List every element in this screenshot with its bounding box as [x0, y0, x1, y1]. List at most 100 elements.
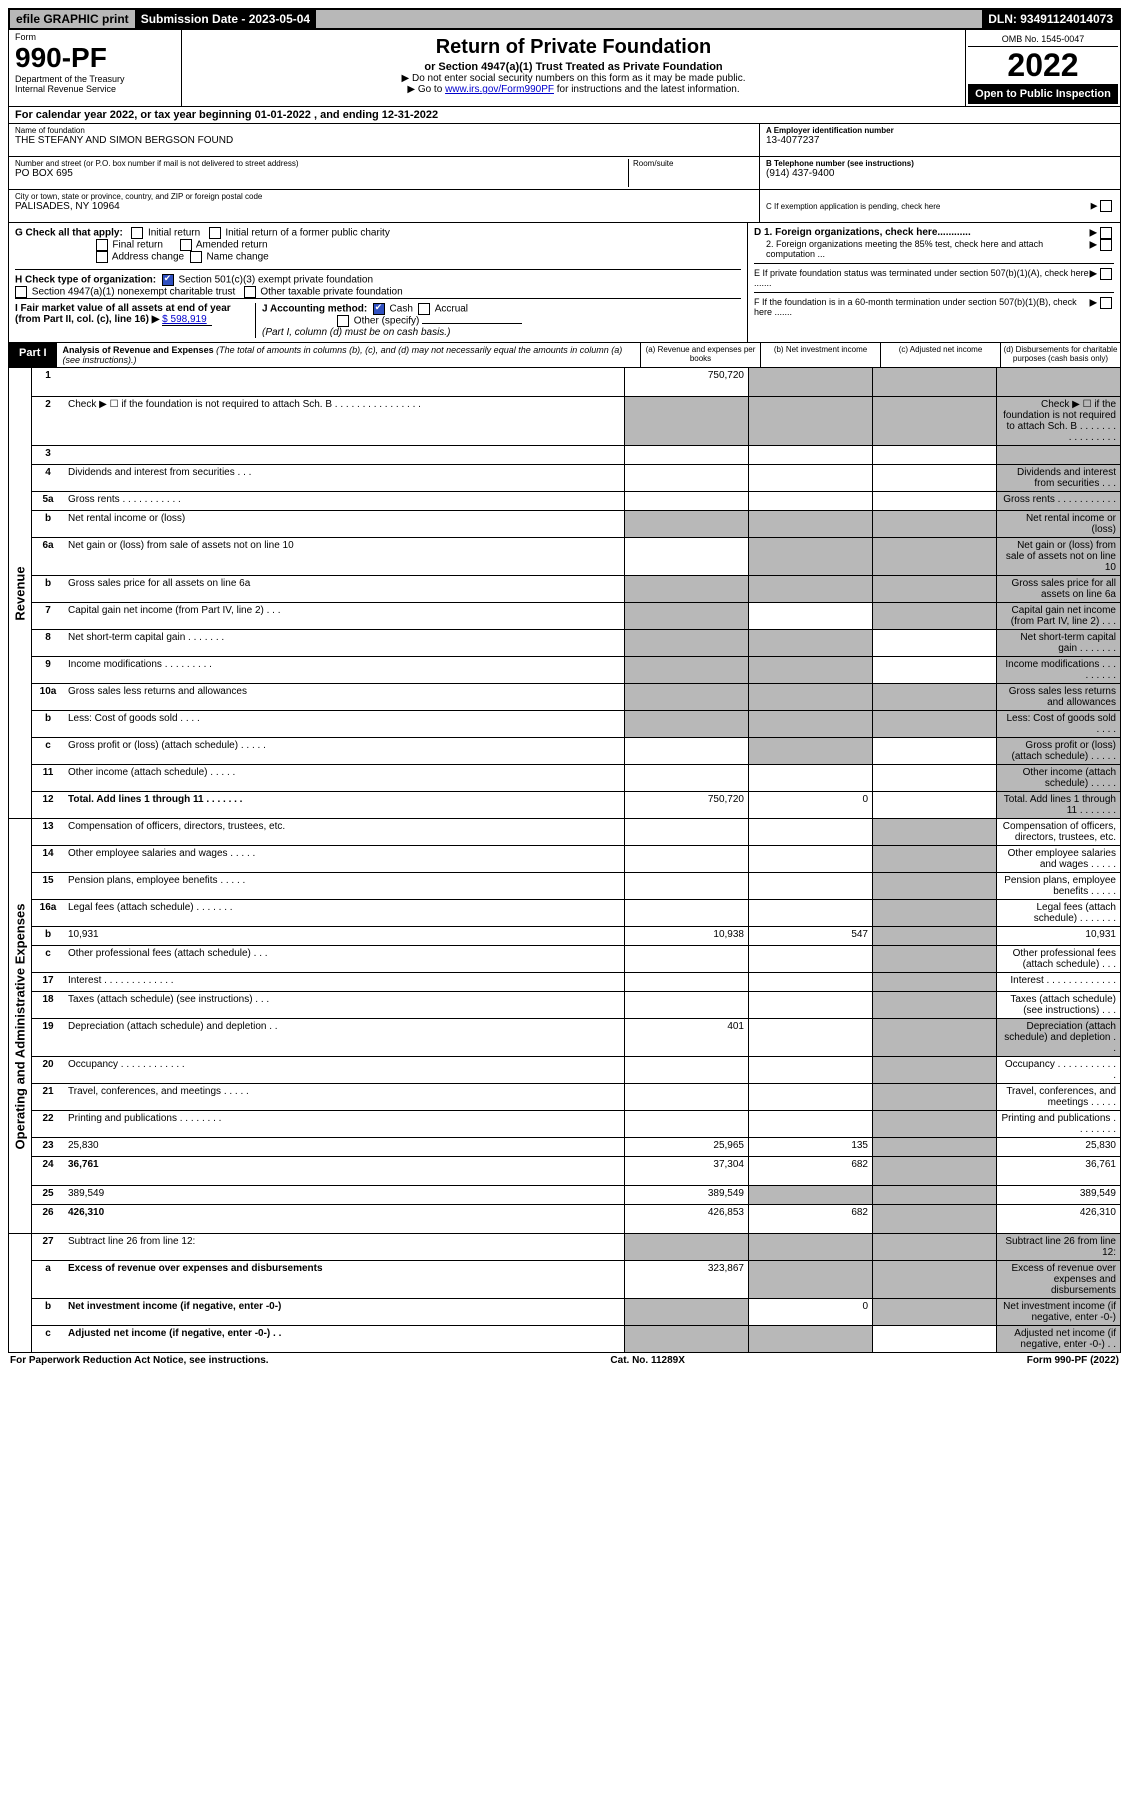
line-row: cGross profit or (loss) (attach schedule… [32, 737, 1120, 764]
amount-col-d: Capital gain net income (from Part IV, l… [996, 603, 1120, 629]
address-change-label: Address change [112, 252, 184, 263]
line-row: bNet rental income or (loss)Net rental i… [32, 510, 1120, 537]
amount-col-b [748, 1057, 872, 1083]
d1-checkbox[interactable] [1100, 227, 1112, 239]
4947-label: Section 4947(a)(1) nonexempt charitable … [32, 287, 235, 298]
amount-col-a: 750,720 [624, 792, 748, 818]
line-description: Total. Add lines 1 through 11 . . . . . … [64, 792, 624, 818]
line-row: 2325,83025,96513525,830 [32, 1137, 1120, 1156]
other-method-checkbox[interactable] [337, 315, 349, 327]
other-taxable-checkbox[interactable] [244, 286, 256, 298]
fmv-value[interactable]: $ 598,919 [162, 314, 212, 326]
initial-former-label: Initial return of a former public charit… [225, 228, 390, 239]
amount-col-a [624, 765, 748, 791]
form-label: Form [15, 32, 175, 42]
foundation-name: THE STEFANY AND SIMON BERGSON FOUND [15, 135, 753, 146]
amount-col-b: 682 [748, 1205, 872, 1233]
amount-col-d: Taxes (attach schedule) (see instruction… [996, 992, 1120, 1018]
501c3-checkbox[interactable] [162, 274, 174, 286]
e-label: E If private foundation status was termi… [754, 268, 1089, 288]
e-checkbox[interactable] [1100, 268, 1112, 280]
footer-right: Form 990-PF (2022) [1027, 1355, 1119, 1366]
amount-col-a [624, 819, 748, 845]
col-d-header: (d) Disbursements for charitable purpose… [1000, 343, 1120, 367]
line-number: 18 [32, 992, 64, 1018]
amount-col-b [748, 465, 872, 491]
expenses-rows: 13Compensation of officers, directors, t… [32, 819, 1120, 1233]
net-section: 27Subtract line 26 from line 12:Subtract… [8, 1234, 1121, 1353]
address: PO BOX 695 [15, 168, 628, 179]
amount-col-b: 135 [748, 1138, 872, 1156]
amount-col-b: 0 [748, 792, 872, 818]
form990pf-link[interactable]: www.irs.gov/Form990PF [445, 84, 554, 95]
line-row: 3 [32, 445, 1120, 464]
form-title: Return of Private Foundation [186, 36, 961, 59]
amount-col-c [872, 511, 996, 537]
line-number: 10a [32, 684, 64, 710]
amount-col-a [624, 992, 748, 1018]
d2-checkbox[interactable] [1100, 239, 1112, 251]
amount-col-d: Interest . . . . . . . . . . . . . [996, 973, 1120, 991]
amount-col-c [872, 1186, 996, 1204]
501c3-label: Section 501(c)(3) exempt private foundat… [178, 275, 373, 286]
amount-col-a [624, 397, 748, 445]
amount-col-c [872, 1057, 996, 1083]
exemption-checkbox[interactable] [1100, 200, 1112, 212]
line-description: Less: Cost of goods sold . . . . [64, 711, 624, 737]
amount-col-d: Pension plans, employee benefits . . . .… [996, 873, 1120, 899]
top-spacer [316, 10, 982, 28]
line-row: 2Check ▶ ☐ if the foundation is not requ… [32, 396, 1120, 445]
form-subtitle: or Section 4947(a)(1) Trust Treated as P… [186, 61, 961, 73]
line-description: 426,310 [64, 1205, 624, 1233]
ghi-left: G Check all that apply: Initial return I… [9, 223, 747, 342]
name-change-checkbox[interactable] [190, 251, 202, 263]
amount-col-a [624, 738, 748, 764]
final-return-checkbox[interactable] [96, 239, 108, 251]
amount-col-a: 323,867 [624, 1261, 748, 1298]
4947-checkbox[interactable] [15, 286, 27, 298]
expenses-side-label: Operating and Administrative Expenses [9, 819, 32, 1233]
amended-return-checkbox[interactable] [180, 239, 192, 251]
foundation-name-label: Name of foundation [15, 126, 753, 135]
amount-col-a [624, 603, 748, 629]
line-row: 26426,310426,853682426,310 [32, 1204, 1120, 1233]
amount-col-a [624, 973, 748, 991]
amount-col-b [748, 738, 872, 764]
line-description: Gross rents . . . . . . . . . . . [64, 492, 624, 510]
initial-return-checkbox[interactable] [131, 227, 143, 239]
foundation-name-cell: Name of foundation THE STEFANY AND SIMON… [9, 124, 759, 157]
line-row: 18 Taxes (attach schedule) (see instructi… [32, 991, 1120, 1018]
amount-col-a [624, 1234, 748, 1260]
address-change-checkbox[interactable] [96, 251, 108, 263]
line-description: Interest . . . . . . . . . . . . . [64, 973, 624, 991]
revenue-section: Revenue 1750,7202Check ▶ ☐ if the founda… [8, 368, 1121, 819]
line-row: 14Other employee salaries and wages . . … [32, 845, 1120, 872]
amount-col-b [748, 684, 872, 710]
col-a-header: (a) Revenue and expenses per books [640, 343, 760, 367]
col-b-header: (b) Net investment income [760, 343, 880, 367]
amount-col-a: 389,549 [624, 1186, 748, 1204]
amount-col-c [872, 900, 996, 926]
line-row: 2436,76137,30468236,761 [32, 1156, 1120, 1185]
line-description: Check ▶ ☐ if the foundation is not requi… [64, 397, 624, 445]
amount-col-c [872, 684, 996, 710]
amount-col-d: Legal fees (attach schedule) . . . . . .… [996, 900, 1120, 926]
efile-label[interactable]: efile GRAPHIC print [10, 10, 135, 28]
amount-col-c [872, 1138, 996, 1156]
note2-post: for instructions and the latest informat… [554, 84, 740, 95]
initial-former-checkbox[interactable] [209, 227, 221, 239]
amount-col-c [872, 765, 996, 791]
amount-col-b [748, 368, 872, 396]
amount-col-c [872, 846, 996, 872]
accrual-checkbox[interactable] [418, 303, 430, 315]
amount-col-d: Adjusted net income (if negative, enter … [996, 1326, 1120, 1352]
amount-col-b [748, 973, 872, 991]
amount-col-b [748, 630, 872, 656]
line-description: Income modifications . . . . . . . . . [64, 657, 624, 683]
amount-col-c [872, 603, 996, 629]
amount-col-b [748, 1326, 872, 1352]
line-number: 13 [32, 819, 64, 845]
f-checkbox[interactable] [1100, 297, 1112, 309]
cash-checkbox[interactable] [373, 303, 385, 315]
amount-col-c [872, 368, 996, 396]
